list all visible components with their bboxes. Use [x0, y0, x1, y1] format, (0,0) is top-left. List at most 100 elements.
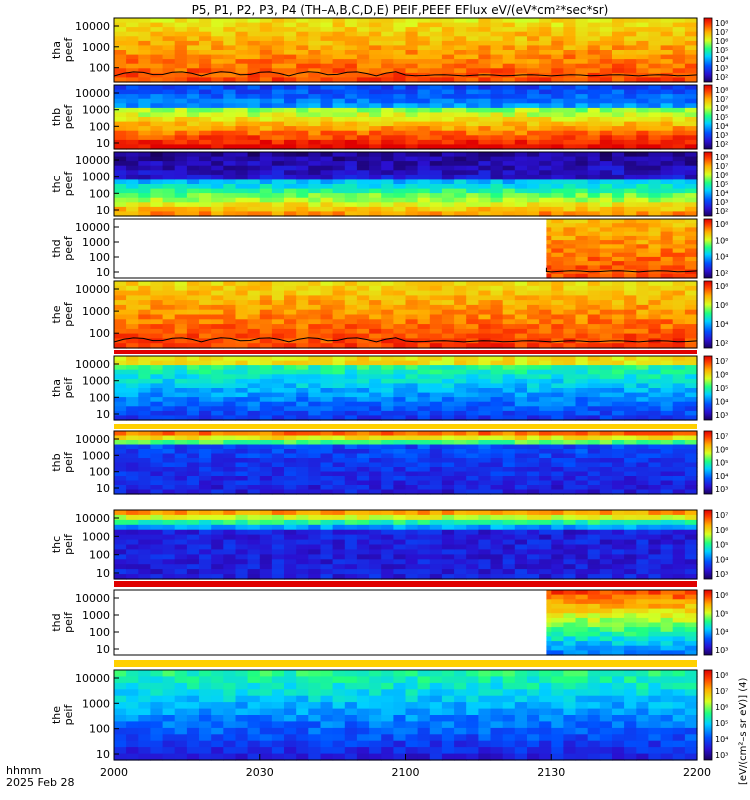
heatmap-cell	[150, 431, 164, 437]
heatmap-cell	[672, 431, 686, 437]
heatmap-cell	[587, 369, 601, 375]
heatmap-cell	[381, 63, 394, 69]
heatmap-cell	[672, 328, 686, 335]
heatmap-cell	[162, 31, 176, 37]
heatmap-cell	[672, 295, 686, 301]
heatmap-cell	[660, 174, 674, 181]
heatmap-cell	[235, 107, 249, 114]
heatmap-cell	[441, 27, 455, 33]
heatmap-cell	[126, 45, 139, 51]
heatmap-cell	[162, 68, 176, 74]
heatmap-cell	[490, 68, 504, 74]
heatmap-cell	[150, 179, 164, 185]
heatmap-cell	[393, 574, 407, 580]
heatmap-cell	[162, 85, 176, 91]
heatmap-cell	[211, 188, 224, 194]
heatmap-cell	[514, 202, 528, 208]
heatmap-cell	[624, 360, 637, 366]
heatmap-cell	[369, 59, 382, 65]
heatmap-cell	[563, 304, 577, 311]
heatmap-cell	[441, 72, 455, 79]
y-tick-label: 1000	[82, 449, 110, 462]
heatmap-cell	[284, 559, 297, 565]
heatmap-cell	[296, 383, 309, 389]
heatmap-cell	[332, 130, 346, 136]
heatmap-cell	[235, 360, 249, 366]
heatmap-cell	[478, 94, 492, 100]
heatmap-cell	[114, 554, 127, 560]
heatmap-cell	[223, 383, 236, 389]
heatmap-cell	[599, 388, 613, 394]
heatmap-cell	[466, 324, 479, 330]
heatmap-cell	[308, 139, 321, 146]
heatmap-cell	[466, 392, 479, 398]
heatmap-cell	[648, 324, 662, 330]
heatmap-cell	[162, 529, 176, 536]
heatmap-cell	[174, 458, 188, 464]
heatmap-cell	[575, 444, 589, 450]
heatmap-cell	[587, 356, 601, 362]
heatmap-cell	[527, 50, 540, 56]
heatmap-cell	[405, 369, 419, 375]
heatmap-cell	[114, 343, 127, 349]
heatmap-cell	[259, 174, 273, 181]
heatmap-cell	[502, 510, 516, 516]
heatmap-cell	[320, 295, 334, 301]
heatmap-cell	[466, 211, 479, 217]
heatmap-cell	[186, 471, 200, 477]
heatmap-cell	[490, 54, 504, 60]
heatmap-cell	[199, 444, 212, 450]
heatmap-cell	[478, 27, 492, 33]
heatmap-cell	[174, 135, 188, 141]
heatmap-cell	[660, 343, 674, 349]
heatmap-cell	[114, 54, 127, 60]
heatmap-cell	[624, 444, 637, 450]
heatmap-cell	[441, 85, 455, 91]
heatmap-cell	[502, 410, 516, 417]
heatmap-cell	[235, 309, 249, 316]
heatmap-cell	[126, 304, 139, 311]
heatmap-cell	[199, 156, 212, 162]
heatmap-cell	[356, 328, 370, 335]
heatmap-cell	[174, 107, 188, 114]
heatmap-cell	[126, 170, 139, 176]
heatmap-cell	[648, 431, 662, 437]
heatmap-cell	[186, 121, 200, 127]
heatmap-cell	[417, 401, 431, 407]
heatmap-cell	[271, 40, 285, 47]
heatmap-cell	[599, 170, 613, 176]
heatmap-cell	[441, 544, 455, 550]
heatmap-cell	[223, 356, 236, 362]
heatmap-cell	[612, 252, 625, 258]
heatmap-cell	[514, 72, 528, 79]
heatmap-cell	[356, 449, 370, 455]
heatmap-cell	[296, 574, 309, 580]
heatmap-cell	[223, 161, 236, 167]
heatmap-cell	[320, 397, 334, 403]
heatmap-cell	[369, 431, 382, 437]
heatmap-cell	[114, 324, 127, 330]
heatmap-cell	[235, 184, 249, 190]
heatmap-cell	[186, 534, 200, 541]
heatmap-cell	[466, 356, 479, 362]
heatmap-cell	[648, 161, 662, 167]
heatmap-cell	[660, 94, 674, 100]
heatmap-cell	[575, 179, 589, 185]
heatmap-cell	[150, 510, 164, 516]
heatmap-cell	[405, 431, 419, 437]
colorbar-tick-label: 10⁷	[715, 432, 728, 441]
heatmap-cell	[174, 152, 188, 158]
heatmap-cell	[575, 374, 589, 380]
heatmap-cell	[150, 435, 164, 441]
heatmap-cell	[575, 333, 589, 339]
heatmap-cell	[174, 554, 188, 560]
heatmap-cell	[660, 77, 674, 83]
heatmap-cell	[514, 440, 528, 446]
heatmap-cell	[454, 98, 467, 104]
heatmap-cell	[174, 202, 188, 208]
heatmap-cell	[114, 152, 127, 158]
heatmap-cell	[624, 227, 637, 233]
heatmap-cell	[466, 290, 479, 296]
heatmap-cell	[199, 314, 212, 320]
heatmap-cell	[211, 510, 224, 516]
